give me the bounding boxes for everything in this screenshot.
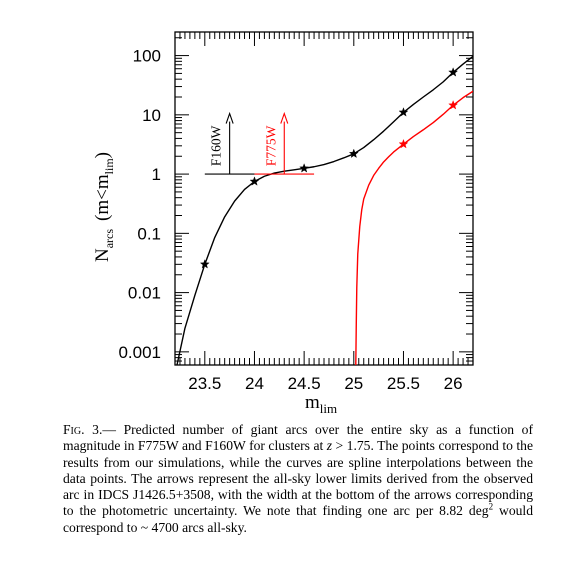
x-axis-title-sub: lim bbox=[320, 401, 337, 416]
data-point-star bbox=[448, 100, 459, 110]
y-tick-labels: 0.001 0.01 0.1 1 10 100 bbox=[118, 47, 161, 362]
y-axis-title: Narcs (m<mlim) bbox=[92, 152, 116, 262]
lower-limit-arrows: F160W F775W bbox=[204, 111, 315, 175]
x-tick-labels: 23.5 24 24.5 25 25.5 26 bbox=[188, 374, 462, 393]
x-tick-label: 26 bbox=[444, 374, 463, 393]
data-point-star bbox=[398, 107, 409, 117]
y-tick-label: 1 bbox=[152, 165, 161, 184]
y-tick-label: 100 bbox=[133, 47, 161, 66]
y-axis-title-n-sub: arcs bbox=[102, 229, 116, 249]
series-curves bbox=[176, 55, 473, 365]
arrow-label: F775W bbox=[263, 125, 278, 166]
y-tick-label: 0.01 bbox=[128, 284, 161, 303]
series-line bbox=[176, 55, 473, 365]
y-tick-label: 0.001 bbox=[118, 343, 161, 362]
x-tick-label: 25.5 bbox=[387, 374, 420, 393]
data-point-star bbox=[199, 259, 210, 269]
figure-caption: Fig. 3.— Predicted number of giant arcs … bbox=[63, 422, 533, 536]
x-axis-title-main: m bbox=[305, 392, 320, 413]
y-tick-label: 0.1 bbox=[137, 224, 161, 243]
y-tick-label: 10 bbox=[142, 106, 161, 125]
arrow-head bbox=[280, 111, 289, 124]
x-tick-label: 24.5 bbox=[288, 374, 321, 393]
x-tick-label: 25 bbox=[344, 374, 363, 393]
arrow-head bbox=[225, 111, 234, 124]
data-point-star bbox=[348, 148, 359, 158]
plot-frame bbox=[174, 31, 474, 366]
caption-z-variable: z bbox=[326, 438, 333, 454]
y-axis-title-cond: (m<m bbox=[92, 174, 113, 221]
data-points bbox=[199, 67, 459, 269]
x-tick-label: 23.5 bbox=[188, 374, 221, 393]
caption-text-1: Predicted number of giant arcs over the … bbox=[63, 422, 533, 454]
caption-superscript: 2 bbox=[488, 501, 494, 512]
figure: 23.5 24 24.5 25 25.5 26 0.001 0.01 0.1 1 10 100 F1… bbox=[92, 31, 474, 416]
series-line bbox=[355, 90, 473, 365]
data-point-star bbox=[299, 163, 310, 173]
data-point-star bbox=[249, 176, 260, 186]
y-axis-title-n: N bbox=[92, 248, 113, 262]
data-point-star bbox=[398, 138, 409, 149]
x-axis-title: mlim bbox=[305, 392, 337, 416]
caption-text-3: would correspond to ~ 4700 arcs all-sky. bbox=[63, 503, 534, 535]
data-point-star bbox=[448, 67, 459, 77]
caption-fig-label: Fig. 3. bbox=[63, 422, 103, 437]
arrow-label: F160W bbox=[209, 125, 224, 166]
y-axis-title-cond-sub: lim bbox=[102, 158, 116, 175]
axis-ticks bbox=[174, 32, 474, 366]
caption-dash: — bbox=[102, 422, 116, 437]
y-axis-title-close: ) bbox=[92, 152, 113, 158]
caption-text-2: > 1.75. The points correspond to the res… bbox=[63, 438, 534, 519]
x-tick-label: 24 bbox=[245, 374, 264, 393]
